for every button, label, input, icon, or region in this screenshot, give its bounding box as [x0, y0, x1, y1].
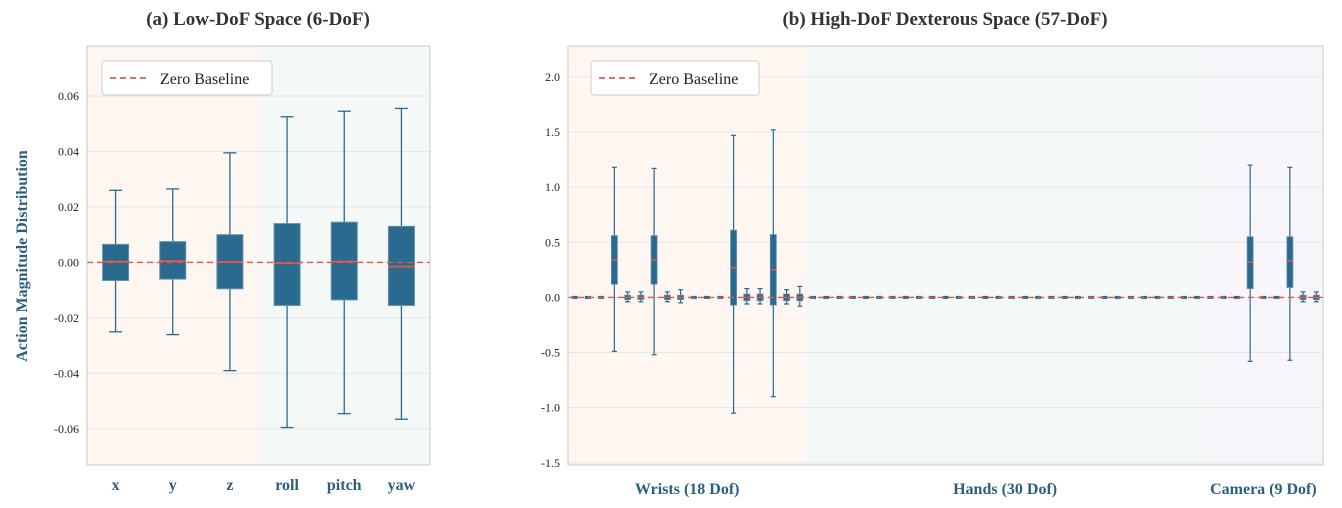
x-tick-label-pitch: pitch — [327, 477, 362, 494]
dof-box-41 — [1114, 295, 1121, 299]
dof-box-31 — [982, 295, 989, 299]
box-flat — [982, 295, 989, 299]
box-flat — [1074, 295, 1081, 299]
panel-a-y-ticks: -0.06 -0.04 -0.02 0.00 0.02 0.04 0.06 — [54, 89, 79, 436]
y-tick-label: 0.04 — [58, 144, 79, 158]
box-flat — [823, 295, 830, 299]
box-pitch — [330, 110, 358, 415]
box-flat — [571, 295, 578, 299]
x-tick-label-yaw: yaw — [388, 477, 416, 494]
box-roll — [273, 116, 301, 429]
dof-box-47 — [1194, 295, 1201, 299]
dof-box-0 — [571, 295, 578, 299]
box-iqr — [1286, 236, 1294, 288]
y-tick-label: -0.5 — [541, 346, 560, 360]
box-flat — [1141, 295, 1148, 299]
y-tick-label: 1.5 — [545, 125, 560, 139]
group-label-0: Wrists (18 Dof) — [635, 481, 740, 498]
box-yaw — [387, 107, 415, 420]
legend-label: Zero Baseline — [160, 71, 249, 88]
box-iqr — [273, 223, 301, 306]
dof-box-53 — [1273, 295, 1280, 299]
legend-box — [590, 60, 760, 96]
box-flat — [1101, 295, 1108, 299]
y-tick-label: 0.00 — [58, 255, 79, 269]
dof-box-54 — [1286, 166, 1294, 361]
dof-box-6 — [650, 167, 658, 356]
box-flat — [1114, 295, 1121, 299]
panel-a-boxes — [102, 107, 415, 429]
dof-box-19 — [823, 295, 830, 299]
y-tick-label: -0.04 — [54, 366, 79, 380]
y-tick-label: 2.0 — [545, 70, 560, 84]
y-tick-label: -0.02 — [54, 311, 79, 325]
y-tick-label: 0.02 — [58, 200, 79, 214]
panel-a-regions — [87, 46, 430, 465]
y-tick-label: -1.0 — [541, 401, 560, 415]
group-band-1 — [806, 46, 1204, 465]
y-tick-label: -1.5 — [541, 456, 560, 470]
dof-box-22 — [863, 295, 870, 299]
box-flat — [1194, 295, 1201, 299]
group-label-1: Hands (30 Dof) — [953, 481, 1057, 498]
panel-b-title: (b) High-DoF Dexterous Space (57-DoF) — [782, 9, 1107, 30]
dof-box-3 — [610, 166, 618, 353]
box-flat — [1021, 295, 1028, 299]
box-flat — [902, 295, 909, 299]
dof-box-15 — [769, 129, 777, 398]
box-y — [159, 188, 187, 336]
dof-box-1 — [584, 295, 591, 299]
x-tick-label-roll: roll — [275, 477, 299, 494]
x-tick-label-x: x — [112, 477, 120, 494]
legend-box — [101, 60, 273, 96]
box-flat — [1273, 295, 1280, 299]
dof-box-50 — [1233, 295, 1240, 299]
dof-box-25 — [902, 295, 909, 299]
y-tick-label: 0.0 — [545, 290, 560, 304]
y-tick-label: 1.0 — [545, 180, 560, 194]
panel-b: -1.5 -1.0 -0.5 0.0 0.5 1.0 1.5 2.0 Wrists (18 D… — [541, 9, 1324, 498]
panel-a-legend: Zero Baseline — [101, 60, 273, 96]
panel-a-axes-frame — [86, 45, 431, 466]
box-flat — [1233, 295, 1240, 299]
dof-box-28 — [942, 295, 949, 299]
dof-box-44 — [1154, 295, 1161, 299]
dof-box-43 — [1141, 295, 1148, 299]
dof-box-10 — [704, 295, 711, 299]
legend-label: Zero Baseline — [649, 71, 738, 88]
y-tick-label: -0.06 — [54, 422, 79, 436]
panel-b-y-ticks: -1.5 -1.0 -0.5 0.0 0.5 1.0 1.5 2.0 — [541, 70, 560, 470]
dof-box-40 — [1101, 295, 1108, 299]
dof-box-12 — [730, 134, 737, 414]
group-band-0 — [568, 46, 807, 465]
box-flat — [942, 295, 949, 299]
panel-a: -0.06 -0.04 -0.02 0.00 0.02 0.04 0.06 x y z roll p… — [14, 9, 431, 494]
dof-box-34 — [1021, 295, 1028, 299]
dof-box-37 — [1061, 295, 1068, 299]
panel-b-legend: Zero Baseline — [590, 60, 760, 96]
box-flat — [584, 295, 591, 299]
group-label-2: Camera (9 Dof) — [1210, 481, 1317, 498]
panel-a-x-ticks: x y z roll pitch yaw — [112, 477, 416, 494]
panel-b-group-labels: Wrists (18 Dof) Hands (30 Dof) Camera (9 D… — [635, 481, 1317, 498]
dof-box-51 — [1246, 164, 1254, 362]
box-flat — [1061, 295, 1068, 299]
x-tick-label-z: z — [226, 477, 233, 494]
panel-a-y-axis-label: Action Magnitude Distribution — [14, 150, 31, 362]
y-tick-label: 0.5 — [545, 235, 560, 249]
box-flat — [1154, 295, 1161, 299]
box-flat — [863, 295, 870, 299]
panel-b-axes-frame — [567, 45, 1324, 466]
dof-box-38 — [1074, 295, 1081, 299]
group-band-2 — [1203, 46, 1323, 465]
y-tick-label: 0.06 — [58, 89, 79, 103]
box-flat — [704, 295, 711, 299]
panel-b-regions — [568, 46, 1323, 465]
x-tick-label-y: y — [169, 477, 177, 494]
panel-a-title: (a) Low-DoF Space (6-DoF) — [146, 9, 370, 30]
